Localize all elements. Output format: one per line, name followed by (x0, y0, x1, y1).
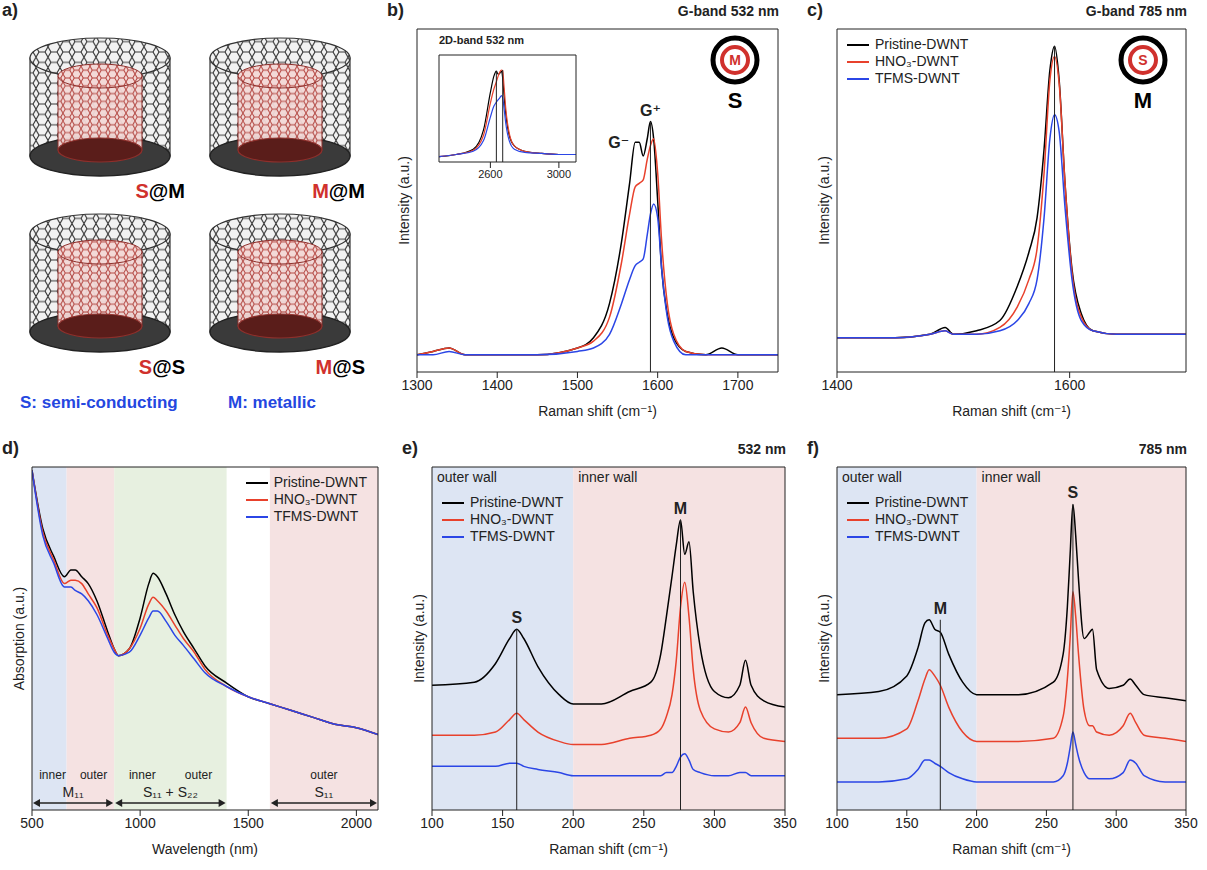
svg-text:M: M (729, 52, 741, 68)
svg-text:350: 350 (1174, 815, 1198, 831)
svg-text:1300: 1300 (401, 377, 432, 393)
html-text:TFMS-DWNT: TFMS-DWNT (273, 508, 359, 524)
html-text:785 nm: 785 nm (1138, 441, 1187, 457)
html-text:G-band 532 nm: G-band 532 nm (677, 3, 779, 19)
svg-text:S₁₁ + S₂₂: S₁₁ + S₂₂ (143, 784, 198, 800)
svg-text:1600: 1600 (1054, 377, 1085, 393)
html-text:f): f) (807, 438, 819, 458)
svg-text:Absorption (a.u.): Absorption (a.u.) (11, 587, 27, 691)
svg-text:2600: 2600 (478, 168, 502, 180)
svg-text:outer: outer (310, 768, 337, 782)
svg-text:inner: inner (129, 768, 156, 782)
svg-text:300: 300 (703, 815, 727, 831)
svg-text:S₁₁: S₁₁ (315, 784, 334, 800)
svg-text:G⁻: G⁻ (608, 134, 629, 151)
html-text:d): d) (2, 438, 19, 458)
svg-text:S@S: S@S (139, 356, 185, 378)
html-text:HNO₃-DWNT: HNO₃-DWNT (273, 491, 358, 507)
svg-text:S@M: S@M (135, 180, 185, 202)
svg-text:100: 100 (825, 815, 849, 831)
svg-text:inner wall: inner wall (578, 469, 637, 485)
svg-text:100: 100 (420, 815, 444, 831)
svg-text:1500: 1500 (562, 377, 593, 393)
html-text:c): c) (807, 0, 823, 20)
svg-text:outer wall: outer wall (842, 469, 902, 485)
svg-text:200: 200 (562, 815, 586, 831)
html-text:a): a) (2, 0, 18, 20)
html-text:TFMS-DWNT: TFMS-DWNT (875, 528, 960, 544)
svg-text:250: 250 (1035, 815, 1059, 831)
svg-text:2000: 2000 (341, 815, 372, 831)
svg-text:1500: 1500 (233, 815, 264, 831)
svg-text:200: 200 (965, 815, 989, 831)
svg-text:150: 150 (895, 815, 919, 831)
svg-text:S: S (1138, 52, 1147, 68)
svg-text:inner wall: inner wall (982, 469, 1041, 485)
svg-text:M@M: M@M (312, 180, 365, 202)
svg-text:S: semi-conducting: S: semi-conducting (20, 393, 178, 412)
svg-text:outer: outer (80, 768, 107, 782)
svg-text:1600: 1600 (642, 377, 673, 393)
svg-text:Intensity (a.u.): Intensity (a.u.) (411, 594, 427, 683)
svg-text:M@S: M@S (315, 356, 365, 378)
html-text:532 nm: 532 nm (737, 441, 786, 457)
svg-text:Raman shift (cm⁻¹): Raman shift (cm⁻¹) (549, 841, 668, 857)
html-text:Pristine-DWNT: Pristine-DWNT (273, 474, 367, 490)
svg-text:G⁺: G⁺ (640, 102, 661, 119)
svg-text:500: 500 (20, 815, 44, 831)
svg-text:Raman shift (cm⁻¹): Raman shift (cm⁻¹) (952, 403, 1071, 419)
svg-text:inner: inner (39, 768, 66, 782)
svg-text:Wavelength (nm): Wavelength (nm) (152, 841, 258, 857)
svg-text:Intensity (a.u.): Intensity (a.u.) (396, 156, 412, 245)
html-text:HNO₃-DWNT: HNO₃-DWNT (470, 511, 554, 527)
svg-text:1700: 1700 (722, 377, 753, 393)
html-text:b): b) (387, 0, 404, 20)
svg-text:1400: 1400 (482, 377, 513, 393)
svg-text:M: M (674, 500, 687, 517)
svg-text:300: 300 (1105, 815, 1129, 831)
html-text:TFMS-DWNT: TFMS-DWNT (470, 528, 555, 544)
html-text:2D-band 532 nm: 2D-band 532 nm (439, 34, 524, 46)
svg-text:outer: outer (185, 768, 212, 782)
svg-text:3000: 3000 (547, 168, 571, 180)
svg-text:1400: 1400 (821, 377, 852, 393)
html-text:TFMS-DWNT: TFMS-DWNT (875, 70, 960, 86)
svg-text:350: 350 (773, 815, 797, 831)
svg-text:250: 250 (632, 815, 656, 831)
svg-text:Intensity (a.u.): Intensity (a.u.) (816, 156, 832, 245)
svg-text:outer wall: outer wall (437, 469, 497, 485)
svg-text:Raman shift (cm⁻¹): Raman shift (cm⁻¹) (538, 403, 657, 419)
html-text:Pristine-DWNT: Pristine-DWNT (875, 36, 969, 52)
svg-text:M: M (1134, 88, 1152, 113)
svg-text:M: M (934, 600, 947, 617)
svg-text:S: S (1068, 484, 1079, 501)
svg-text:M₁₁: M₁₁ (63, 784, 84, 800)
html-text:e): e) (402, 438, 418, 458)
svg-text:S: S (728, 88, 743, 113)
html-text:G-band 785 nm: G-band 785 nm (1085, 3, 1187, 19)
svg-text:150: 150 (491, 815, 515, 831)
html-text:Pristine-DWNT: Pristine-DWNT (470, 494, 564, 510)
svg-text:1000: 1000 (125, 815, 156, 831)
svg-text:Intensity (a.u.): Intensity (a.u.) (816, 594, 832, 683)
html-text:HNO₃-DWNT: HNO₃-DWNT (875, 511, 959, 527)
svg-text:Raman shift (cm⁻¹): Raman shift (cm⁻¹) (952, 841, 1071, 857)
html-text:Pristine-DWNT: Pristine-DWNT (875, 494, 969, 510)
svg-text:M: metallic: M: metallic (228, 393, 316, 412)
svg-text:S: S (511, 609, 522, 626)
html-text:HNO₃-DWNT: HNO₃-DWNT (875, 53, 959, 69)
